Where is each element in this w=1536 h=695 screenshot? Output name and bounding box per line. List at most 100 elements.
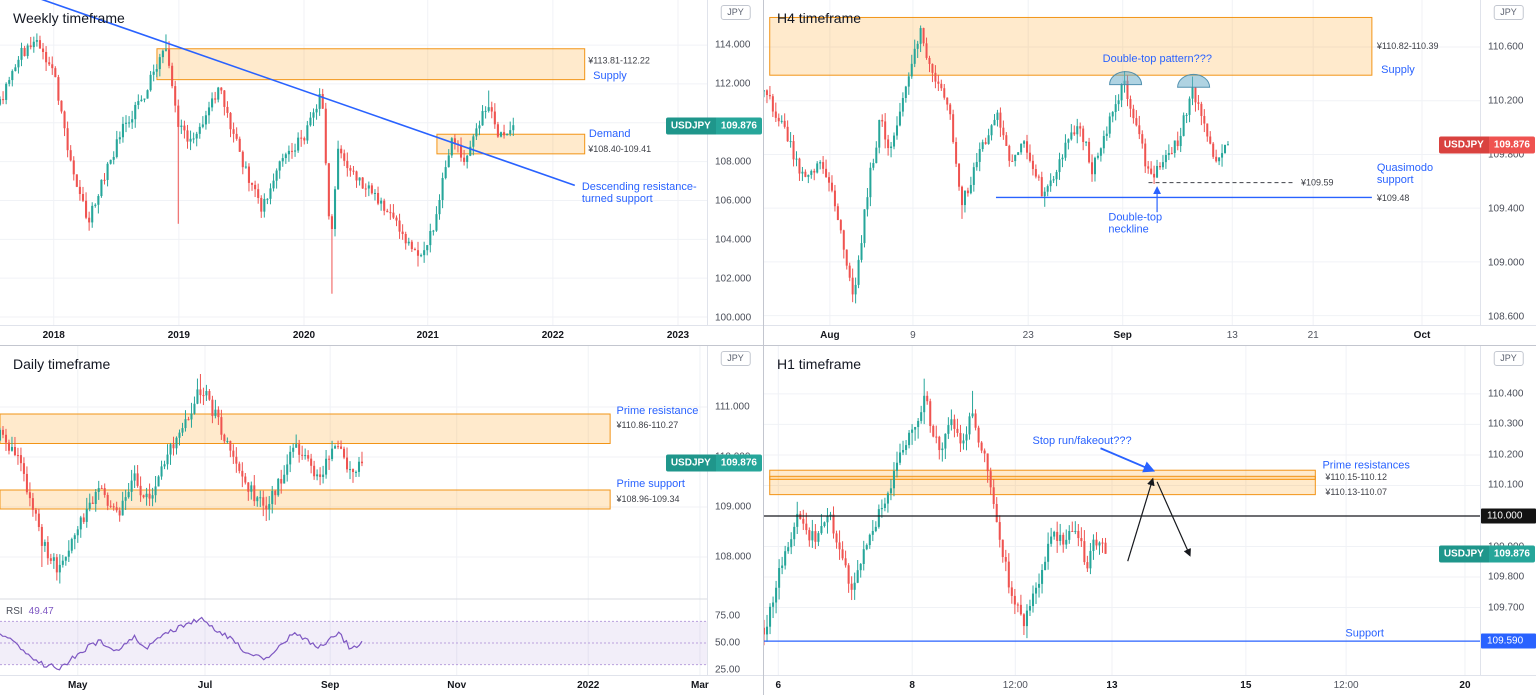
time-axis[interactable]: Aug 9 23 Sep 13 21 Oct <box>764 325 1536 345</box>
text-annotation[interactable]: ¥110.86-110.27 <box>616 420 679 430</box>
time-label: 6 <box>775 680 782 691</box>
double-top-arc[interactable] <box>1109 71 1143 86</box>
descending-trendline[interactable] <box>0 0 576 187</box>
price-tick: 109.000 <box>715 501 752 513</box>
double-top-arc[interactable] <box>1177 73 1211 88</box>
currency-toggle-button[interactable]: JPY <box>720 351 751 366</box>
price-tick: 110.200 <box>1488 449 1524 461</box>
price-axis[interactable]: JPY 114.000112.000110.000108.000106.0001… <box>707 0 763 325</box>
text-annotation[interactable]: Stop run/fakeout??? <box>1033 435 1132 447</box>
chart-area-h4[interactable]: ¥110.82-110.39 Supply Double-top pattern??… <box>764 0 1480 325</box>
price-tick: 110.300 <box>1488 418 1524 430</box>
currency-toggle-button[interactable]: JPY <box>720 5 751 20</box>
price-tick: 109.800 <box>1488 571 1525 583</box>
price-tick: 109.000 <box>1488 257 1525 269</box>
supply-demand-zone[interactable] <box>769 469 1316 480</box>
chart-title: Daily timeframe <box>13 356 111 372</box>
candles-up <box>765 378 1101 642</box>
current-price-tag: USDJPY 109.876 <box>665 117 762 135</box>
text-annotation[interactable]: ¥109.59 <box>1300 178 1333 188</box>
price-tick: 111.000 <box>715 401 750 413</box>
arrow-annotation[interactable] <box>1156 481 1191 557</box>
price-chart-svg[interactable]: Prime resistance ¥110.86-110.27 Prime supp… <box>0 346 707 675</box>
price-chart-svg[interactable]: ¥113.81-112.22 Supply Demand ¥108.40-109.41… <box>0 0 707 325</box>
time-label: 2023 <box>666 330 690 341</box>
price-chart-svg[interactable]: Stop run/fakeout???Prime resistances¥110… <box>764 346 1480 675</box>
rsi-tick: 25.00 <box>715 664 741 676</box>
text-annotation[interactable]: ¥113.81-112.22 <box>587 56 650 66</box>
grid-lines <box>0 0 707 325</box>
text-annotation[interactable]: Double-top pattern??? <box>1103 53 1212 65</box>
panel-h1: Stop run/fakeout??? Prime resistances ¥110… <box>764 346 1536 695</box>
chart-area-weekly[interactable]: ¥113.81-112.22 Supply Demand ¥108.40-109.41… <box>0 0 707 325</box>
supply-demand-zone[interactable] <box>156 48 586 81</box>
candles-up <box>0 378 361 584</box>
time-label: 15 <box>1240 680 1252 691</box>
price-tick: 109.400 <box>1488 203 1525 215</box>
text-annotation[interactable]: Supply <box>593 70 627 82</box>
supply-demand-zone[interactable] <box>0 413 611 444</box>
supply-demand-zone[interactable] <box>0 489 611 510</box>
time-label: 2022 <box>541 330 564 341</box>
price-chart-svg[interactable]: ¥110.82-110.39 Supply Double-top pattern??… <box>764 0 1480 325</box>
time-label: 21 <box>1307 330 1319 341</box>
time-axis[interactable]: May Jul Sep Nov 2022 Mar <box>0 675 763 695</box>
supply-demand-zone[interactable] <box>769 16 1373 76</box>
text-annotation[interactable]: ¥109.48 <box>1376 193 1409 203</box>
time-axis[interactable]: 6 8 12:00 13 15 12:00 20 <box>764 675 1536 695</box>
price-tick: 112.000 <box>715 78 751 90</box>
price-tick: 110.200 <box>1488 95 1524 107</box>
price-tick: 108.000 <box>715 551 752 563</box>
text-annotation[interactable]: ¥108.96-109.34 <box>616 494 680 504</box>
supply-demand-zone[interactable] <box>769 475 1316 496</box>
time-label: 12:00 <box>1333 680 1359 691</box>
price-axis[interactable]: JPY 110.600 110.200 109.800 109.400 109.000 1… <box>1480 0 1536 325</box>
time-label: Nov <box>447 680 467 691</box>
rsi-tick: 50.00 <box>715 637 741 649</box>
text-annotation[interactable]: Prime support <box>617 478 685 490</box>
time-label: 23 <box>1022 330 1034 341</box>
grid-lines <box>0 346 707 675</box>
current-price-tag: USDJPY 109.876 <box>1438 136 1535 154</box>
text-annotation[interactable]: Double-top neckline <box>1108 211 1162 235</box>
text-annotation[interactable]: ¥110.15-110.12 <box>1324 472 1387 482</box>
price-axis[interactable]: JPY 111.000110.000109.000108.00075.0050.… <box>707 346 763 676</box>
currency-toggle-button[interactable]: JPY <box>1493 351 1524 366</box>
candles-down <box>765 27 1218 303</box>
currency-toggle-button[interactable]: JPY <box>1493 5 1524 20</box>
time-label: 2022 <box>577 680 600 691</box>
text-annotation[interactable]: Quasimodo support <box>1377 162 1433 186</box>
time-label: 2020 <box>292 330 316 341</box>
time-label: 9 <box>910 330 916 341</box>
text-annotation[interactable]: Support <box>1345 627 1384 639</box>
chart-area-daily[interactable]: Prime resistance ¥110.86-110.27 Prime supp… <box>0 346 707 675</box>
time-label: May <box>68 680 88 691</box>
candles-down <box>1 374 364 581</box>
rsi-indicator-label[interactable]: RSI 49.47 <box>6 606 54 617</box>
grid-lines <box>764 0 1480 325</box>
text-annotation[interactable]: ¥110.13-110.07 <box>1324 487 1387 497</box>
panel-weekly: ¥113.81-112.22 Supply Demand ¥108.40-109.41… <box>0 0 764 346</box>
text-annotation[interactable]: Prime resistance <box>617 405 699 417</box>
text-annotation[interactable]: ¥110.82-110.39 <box>1376 41 1439 51</box>
chart-title: H1 timeframe <box>777 356 862 372</box>
text-annotation[interactable]: Descending resistance-turned support <box>582 181 697 205</box>
panel-daily: Prime resistance ¥110.86-110.27 Prime supp… <box>0 346 764 695</box>
arrow-annotation[interactable] <box>1100 447 1156 473</box>
text-annotation[interactable]: ¥108.40-109.41 <box>587 144 651 154</box>
level-price-tag: 109.590 <box>1481 633 1536 649</box>
current-price-tag: USDJPY 109.876 <box>1438 545 1535 563</box>
candles-down <box>764 391 1107 646</box>
time-label: 20 <box>1459 680 1471 691</box>
chart-title: Weekly timeframe <box>13 10 125 26</box>
text-annotation[interactable]: Prime resistances <box>1322 460 1410 472</box>
supply-demand-zone[interactable] <box>436 133 586 155</box>
arrow-annotation[interactable] <box>1127 477 1155 562</box>
text-annotation[interactable]: Demand <box>589 128 631 140</box>
time-axis[interactable]: 2018 2019 2020 2021 2022 2023 <box>0 325 763 345</box>
text-annotation[interactable]: Supply <box>1381 64 1415 76</box>
chart-area-h1[interactable]: Stop run/fakeout??? Prime resistances ¥110… <box>764 346 1480 675</box>
time-label: 2021 <box>416 330 439 341</box>
price-tick: 100.000 <box>715 312 752 324</box>
